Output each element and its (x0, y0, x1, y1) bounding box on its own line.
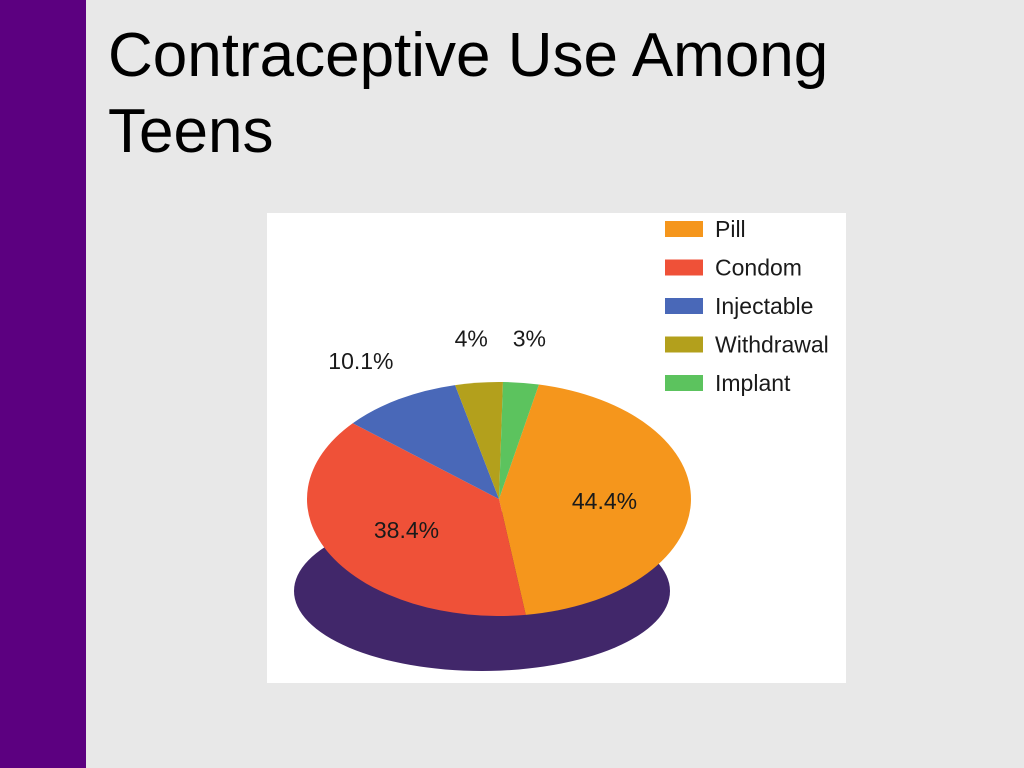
pie-data-labels: 44.4% 38.4% 10.1% 4% 3% (328, 325, 637, 543)
data-label-withdrawal: 4% (455, 325, 488, 351)
data-label-implant: 3% (513, 326, 546, 352)
legend-swatch-condom (665, 259, 703, 276)
legend-label-withdrawal: Withdrawal (715, 332, 829, 358)
legend-swatch-injectable (665, 298, 703, 314)
legend-swatch-implant (665, 375, 703, 391)
pie-chart-panel: 44.4% 38.4% 10.1% 4% 3% Pill Condom Injectable… (267, 213, 846, 683)
slide-title: Contraceptive Use Among Teens (108, 21, 829, 166)
pie-chart: 44.4% 38.4% 10.1% 4% 3% Pill Condom Injectable… (294, 216, 829, 671)
legend-swatch-withdrawal (665, 336, 703, 353)
data-label-condom: 38.4% (374, 517, 439, 543)
data-label-pill: 44.4% (572, 488, 637, 514)
pie-slice-withdrawal (455, 382, 503, 499)
legend: Pill Condom Injectable Withdrawal Implant (665, 216, 829, 396)
pie-slices (306, 382, 691, 616)
legend-label-injectable: Injectable (715, 293, 813, 319)
legend-label-implant: Implant (715, 370, 791, 396)
pie-slice-implant (499, 382, 539, 499)
pie-slice-condom (306, 423, 526, 616)
pie-slice-injectable (352, 385, 499, 499)
legend-label-pill: Pill (715, 216, 746, 242)
legend-swatch-pill (665, 221, 703, 237)
pie-slice-pill (499, 384, 691, 615)
data-label-injectable: 10.1% (328, 348, 393, 374)
legend-label-condom: Condom (715, 255, 802, 281)
sidebar-accent (0, 0, 86, 768)
